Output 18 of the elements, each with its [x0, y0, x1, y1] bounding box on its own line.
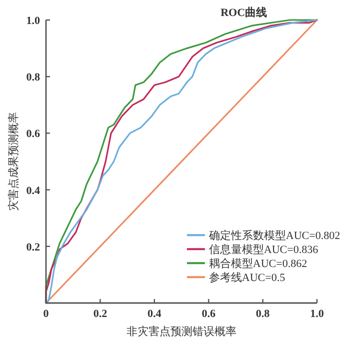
- chart-title: ROC曲线: [220, 6, 268, 19]
- x-tick-label: 0.2: [93, 308, 108, 320]
- x-tick-label: 1.0: [310, 308, 324, 320]
- x-tick-label: 0.4: [148, 308, 162, 320]
- y-tick-label: 0.8: [26, 72, 40, 84]
- legend-label: 耦合模型AUC=0.862: [208, 257, 308, 270]
- x-axis-title: 非灾害点预测错误概率: [126, 325, 236, 338]
- y-tick-label: 0.6: [26, 128, 40, 140]
- y-axis-title: 灾害点成果预测概率: [7, 112, 20, 211]
- legend-label: 确定性系数模型AUC=0.802: [208, 229, 340, 242]
- x-tick-label: 0.6: [202, 308, 216, 320]
- y-tick-label: 1.0: [26, 15, 40, 27]
- legend-label: 参考线AUC=0.5: [208, 271, 286, 284]
- x-tick-label: 0.8: [256, 308, 270, 320]
- y-tick-label: 0.4: [26, 184, 40, 197]
- y-tick-label: 0.2: [26, 241, 40, 254]
- x-tick-label: 0: [43, 308, 50, 320]
- legend-label: 信息量模型AUC=0.836: [208, 243, 319, 256]
